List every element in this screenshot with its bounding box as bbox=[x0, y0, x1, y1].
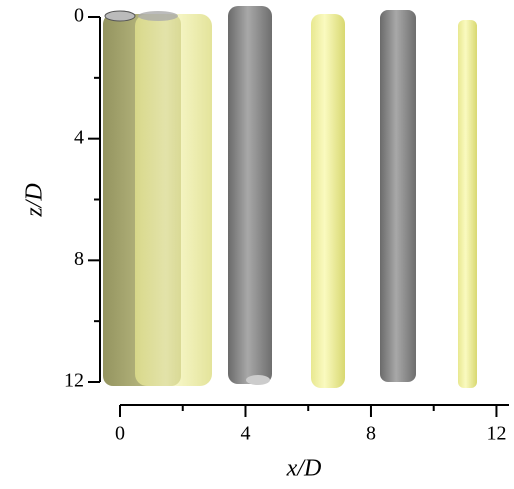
cylinder-cap bbox=[104, 10, 136, 22]
cylinder bbox=[380, 10, 416, 382]
y-axis-label: z/D bbox=[22, 183, 48, 217]
cylinder bbox=[458, 20, 477, 388]
x-tick-label: 12 bbox=[486, 423, 506, 445]
cylinder-cap bbox=[246, 375, 270, 385]
x-tick-label: 8 bbox=[366, 423, 376, 445]
cylinders bbox=[103, 6, 477, 388]
x-tick-label: 4 bbox=[240, 423, 250, 445]
cylinder bbox=[311, 14, 345, 388]
y-tick-label: 0 bbox=[74, 5, 84, 27]
cylinder bbox=[135, 14, 212, 386]
x-axis-label: x/D bbox=[286, 456, 322, 482]
y-tick-label: 8 bbox=[74, 248, 84, 270]
cylinder bbox=[228, 6, 272, 384]
cylinder-cap bbox=[138, 11, 178, 21]
x-tick-label: 0 bbox=[115, 423, 125, 445]
y-tick-label: 12 bbox=[64, 370, 84, 392]
y-tick-label: 4 bbox=[74, 126, 84, 148]
